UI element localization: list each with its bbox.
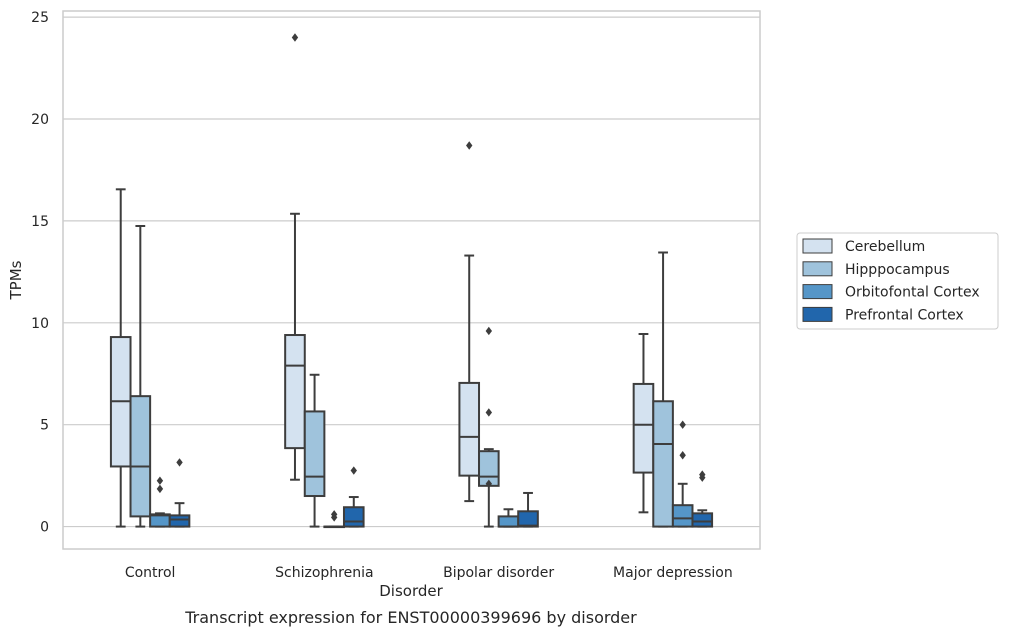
- outlier-point: [176, 458, 183, 467]
- y-tick-label: 15: [31, 214, 49, 230]
- box-iqr: [632, 382, 655, 474]
- outlier-point: [156, 476, 164, 485]
- outlier-point: [156, 484, 164, 494]
- y-axis-label: TPMs: [7, 260, 25, 300]
- legend-frame: [796, 232, 999, 330]
- y-tick-label: 0: [40, 520, 49, 536]
- box-orbitofontal-cortex: [149, 476, 171, 528]
- legend-label: Prefrontal Cortex: [845, 307, 964, 323]
- outlier-point: [466, 141, 473, 150]
- legend-swatch: [802, 261, 833, 277]
- box-cerebellum: [632, 333, 655, 514]
- box-cerebellum: [284, 33, 306, 481]
- outlier-point: [291, 33, 299, 42]
- box-hipppocampus: [129, 224, 152, 528]
- box-prefrontal-cortex: [517, 491, 539, 528]
- y-tick-label: 25: [31, 10, 49, 26]
- legend-label: Cerebellum: [845, 239, 925, 255]
- plot-frame: [62, 10, 761, 550]
- chart-caption: Transcript expression for ENST0000039969…: [184, 608, 637, 627]
- box-iqr: [342, 506, 365, 528]
- box-cerebellum: [458, 141, 481, 503]
- legend: Cerebellum Hipppocampus Orbitofontal Corte…: [796, 232, 999, 330]
- box-orbitofontal-cortex: [671, 420, 694, 528]
- box-iqr: [458, 381, 481, 477]
- box-iqr: [303, 410, 326, 498]
- legend-label: Hipppocampus: [845, 262, 950, 278]
- outlier-point: [485, 408, 493, 417]
- box-iqr: [671, 504, 694, 528]
- legend-label: Orbitofontal Cortex: [845, 285, 980, 301]
- box-iqr: [129, 395, 152, 518]
- box-plots: [109, 33, 714, 529]
- legend-swatch: [802, 284, 833, 300]
- box-prefrontal-cortex: [691, 470, 714, 528]
- x-tick-label: Schizophrenia: [275, 565, 373, 581]
- box-iqr: [497, 515, 520, 528]
- box-iqr: [652, 400, 674, 528]
- y-tick-label: 5: [40, 418, 49, 434]
- box-hipppocampus: [652, 251, 674, 528]
- y-tick-label: 10: [31, 316, 49, 332]
- x-tick-label: Control: [125, 565, 176, 581]
- outlier-point: [699, 473, 706, 482]
- box-prefrontal-cortex: [342, 466, 365, 528]
- box-iqr: [691, 512, 714, 528]
- outlier-point: [679, 451, 686, 460]
- outlier-point: [485, 326, 493, 336]
- legend-swatch: [802, 306, 833, 322]
- box-prefrontal-cortex: [168, 458, 191, 528]
- outlier-point: [330, 513, 338, 522]
- box-hipppocampus: [478, 326, 500, 528]
- x-tick-label: Bipolar disorder: [443, 565, 554, 581]
- x-axis-label: Disorder: [379, 582, 443, 600]
- outlier-point: [485, 479, 493, 488]
- y-tick-label: 20: [31, 112, 49, 128]
- box-iqr: [517, 510, 539, 528]
- x-tick-label: Major depression: [613, 565, 733, 581]
- box-iqr: [168, 514, 191, 528]
- box-cerebellum: [109, 188, 132, 528]
- outlier-point: [350, 466, 357, 475]
- x-axis-ticks: Control Schizophrenia Bipolar disorder Majo…: [125, 565, 733, 581]
- box-hipppocampus: [303, 373, 326, 528]
- legend-swatch: [802, 238, 833, 254]
- box-iqr: [284, 334, 306, 450]
- y-axis-ticks: 0 5 10 15 20 25: [31, 10, 49, 535]
- outlier-point: [679, 420, 686, 429]
